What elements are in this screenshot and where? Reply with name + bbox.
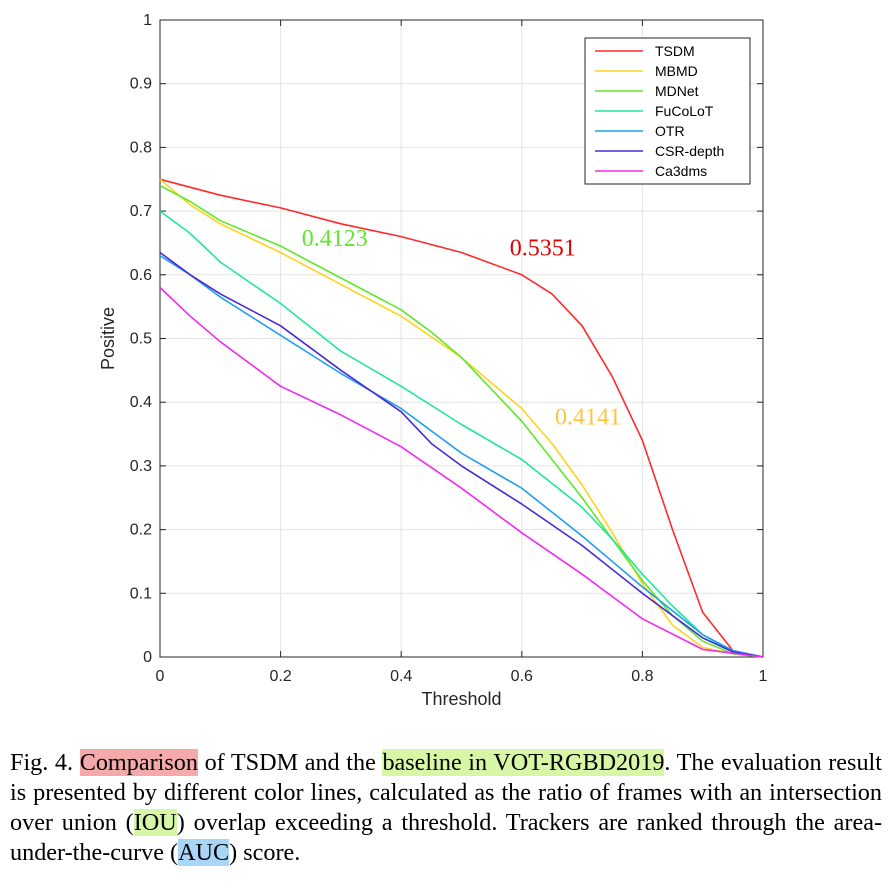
series-line-mdnet [159,184,764,658]
series-lines [159,178,764,658]
y-axis-label: Positive [98,307,118,370]
caption-highlight-auc: AUC [178,839,230,866]
caption-text-2: . The evaluation result is presented by … [10,749,882,836]
y-tick-label: 0.6 [130,267,152,284]
y-tick-label: 0.3 [130,458,152,475]
auc-annotation: 0.4141 [555,404,621,430]
legend-entry: MDNet [655,83,699,99]
x-tick-label: 0.8 [631,668,653,685]
series-line-csr-depth [159,251,764,658]
series-line-fucolot [159,210,764,658]
legend: TSDM MBMD MDNet FuCoLoT OTR CSR-depth Ca3dms [584,37,751,185]
auc-annotation: 0.5351 [510,236,576,262]
y-tick-label: 0.4 [130,394,152,411]
x-tick-label: 1 [759,668,768,685]
series-line-ca3dms [159,286,764,658]
legend-entry: TSDM [655,43,695,59]
x-tick-label: 0.4 [390,668,412,685]
caption-text-3: ) overlap exceeding a threshold. Tracker… [10,809,882,866]
auc-annotation: 0.4123 [302,226,368,252]
y-tick-label: 0.9 [130,76,152,93]
x-tick-label: 0 [156,668,165,685]
series-line-mbmd [159,178,764,658]
caption-text-1: of TSDM and the [197,749,383,776]
legend-entry: MBMD [655,63,698,79]
y-tick-label: 0.8 [130,139,152,156]
y-tick-label: 0 [143,649,152,666]
y-tick-label: 0.5 [130,331,152,348]
caption-highlight-comparison: Comparison [79,749,198,776]
legend-entry: OTR [655,123,685,139]
auc-annotations: 0.4123 0.5351 0.4141 [302,226,621,430]
series-line-otr [159,255,764,658]
legend-entry: FuCoLoT [655,103,714,119]
legend-entry: Ca3dms [655,163,707,179]
caption-prefix: Fig. 4. [10,749,74,776]
axis-ticks: 0 0.2 0.4 0.6 0.8 1 0 0.1 0.2 0.3 0.4 0.5 0.6 0.7 0.8 0… [130,12,768,685]
y-tick-label: 0.7 [130,203,152,220]
y-tick-label: 0.2 [130,522,152,539]
threshold-chart: 0 0.2 0.4 0.6 0.8 1 0 0.1 0.2 0.3 0.4 0.5 0.6 0.7 0.8 0… [98,12,768,709]
x-tick-label: 0.6 [511,668,533,685]
figure-caption: Fig. 4. Comparison of TSDM and the basel… [10,748,882,868]
caption-highlight-baseline: baseline in VOT-RGBD2019 [382,749,665,776]
x-axis-label: Threshold [421,689,501,709]
y-tick-label: 1 [143,12,152,29]
series-line-tsdm [159,178,764,658]
x-tick-label: 0.2 [269,668,291,685]
y-tick-label: 0.1 [130,585,152,602]
legend-entry: CSR-depth [655,143,724,159]
caption-highlight-iou: IOU [133,809,177,836]
caption-text-4: ) score. [229,839,301,866]
